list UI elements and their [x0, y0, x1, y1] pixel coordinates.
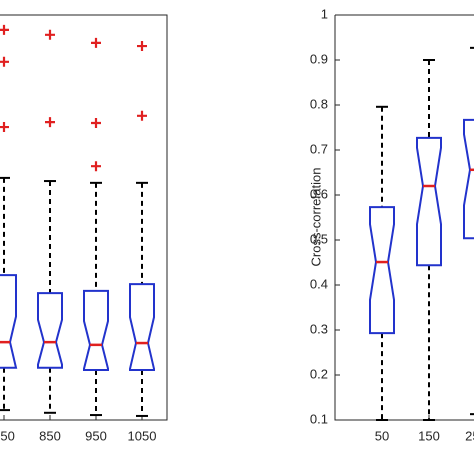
outlier	[0, 56, 9, 67]
x-tick-label: 250	[465, 428, 474, 443]
y-tick-label: 0.4	[310, 276, 328, 291]
outlier	[45, 117, 55, 128]
box	[0, 274, 18, 369]
outlier	[91, 161, 101, 172]
box	[369, 206, 395, 335]
outlier	[91, 118, 101, 128]
box	[129, 283, 155, 372]
outlier	[0, 122, 9, 133]
box	[37, 292, 63, 369]
box	[416, 136, 442, 267]
y-tick-label: 0.3	[310, 321, 328, 336]
y-tick-label: 0.7	[310, 141, 328, 156]
x-tick-label: 850	[39, 428, 61, 443]
x-tick-label: 750	[0, 428, 15, 443]
box	[83, 289, 109, 372]
y-axis-label: Cross-correlation	[308, 168, 323, 267]
y-tick-label: 0.1	[310, 411, 328, 426]
y-tick-label: 0.2	[310, 366, 328, 381]
y-tick-label: 0.5	[310, 231, 328, 246]
y-tick-label: 0.6	[310, 186, 328, 201]
x-tick-label: 50	[375, 428, 389, 443]
axes-frame	[334, 14, 474, 421]
x-tick-label: 950	[85, 428, 107, 443]
axes-frame	[0, 14, 168, 421]
outlier	[45, 29, 55, 40]
y-tick-label: 1	[321, 6, 328, 21]
box	[463, 118, 474, 240]
outlier	[137, 110, 147, 121]
outlier	[91, 37, 101, 48]
y-tick-label: 0.9	[310, 51, 328, 66]
x-tick-label: 1050	[128, 428, 157, 443]
y-tick-label: 0.8	[310, 96, 328, 111]
outlier	[137, 41, 147, 52]
x-tick-label: 150	[418, 428, 440, 443]
outlier	[0, 24, 9, 35]
